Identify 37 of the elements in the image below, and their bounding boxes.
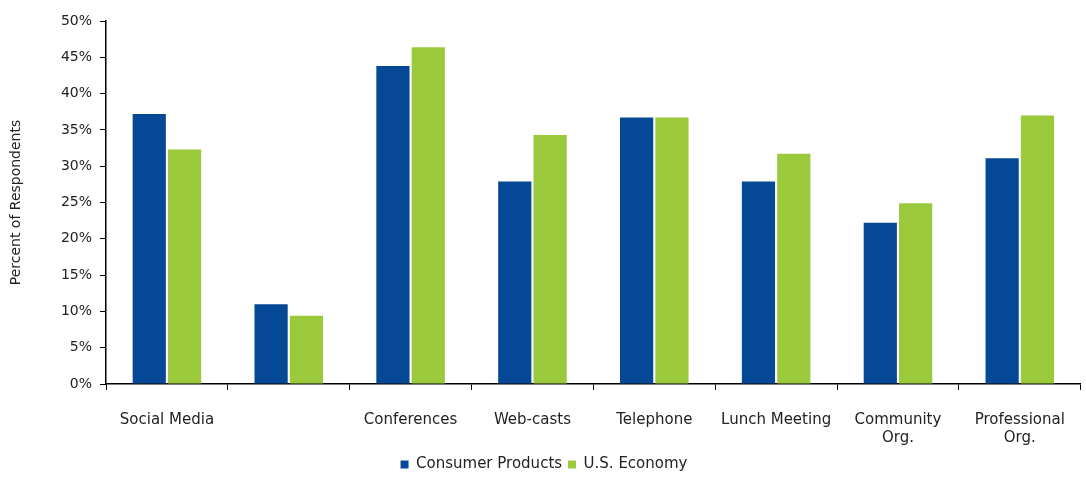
x-tick-label: Web-casts xyxy=(493,409,572,428)
y-tick-label: 40% xyxy=(60,84,92,101)
bar xyxy=(620,117,654,384)
bar xyxy=(777,153,811,384)
bar xyxy=(289,315,324,384)
y-tick-label: 35% xyxy=(60,120,92,137)
x-tick-label: Lunch Meeting xyxy=(721,409,832,428)
bar xyxy=(533,134,567,384)
x-tick-label: Telephone xyxy=(615,409,693,428)
x-tick-label: Community Org. xyxy=(854,409,942,446)
bar xyxy=(899,203,933,384)
bar xyxy=(411,47,445,384)
y-tick-label: 20% xyxy=(60,229,92,246)
bar xyxy=(167,149,202,384)
bar xyxy=(863,222,897,384)
bar xyxy=(1020,115,1055,384)
y-tick-label: 5% xyxy=(69,338,92,355)
y-tick-label: 15% xyxy=(60,265,92,282)
y-tick-label: 45% xyxy=(60,47,92,64)
bar xyxy=(741,181,776,384)
x-tick-label: Conferences xyxy=(363,409,458,428)
bar xyxy=(985,158,1019,384)
x-tick-label: Social Media xyxy=(119,409,215,428)
x-tick-label: Professional Org. xyxy=(974,409,1065,446)
y-tick-label: 30% xyxy=(60,156,92,173)
y-tick-label: 0% xyxy=(69,374,92,391)
y-axis-title: Percent of Respondents xyxy=(7,119,24,286)
bar xyxy=(254,304,288,384)
y-tick-label: 10% xyxy=(60,302,92,319)
y-tick-label: 50% xyxy=(60,11,92,28)
y-tick-label: 25% xyxy=(60,193,92,210)
legend-label: Consumer Products xyxy=(416,454,563,473)
bar xyxy=(498,181,532,384)
bar xyxy=(655,117,689,384)
bar xyxy=(132,113,166,384)
bar xyxy=(376,66,410,384)
legend-label: U.S. Economy xyxy=(583,454,688,473)
